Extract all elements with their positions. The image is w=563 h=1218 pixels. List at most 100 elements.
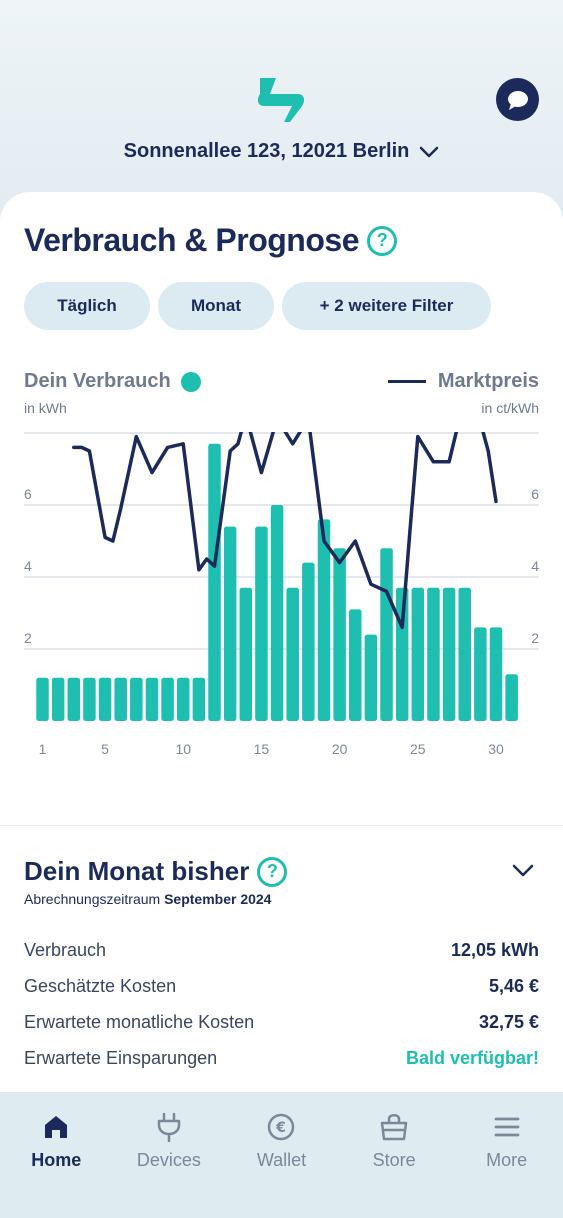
consumption-title: Verbrauch & Prognose: [24, 222, 359, 258]
summary-value: 12,05 kWh: [450, 939, 539, 960]
nav-item-store[interactable]: Store: [338, 1092, 451, 1218]
billing-period-value: September 2024: [164, 891, 272, 907]
consumption-chart: 22446688151015202530: [24, 432, 539, 757]
summary-label: Verbrauch: [24, 939, 107, 960]
nav-item-more[interactable]: More: [450, 1092, 563, 1218]
consumption-title-row: Verbrauch & Prognose ?: [24, 222, 397, 259]
bar-day-7: [130, 677, 143, 721]
billing-period-label: Abrechnungszeitraum: [24, 891, 161, 907]
x-tick-label: 15: [254, 741, 270, 757]
legend-dot-icon: [180, 371, 201, 392]
bar-day-9: [161, 677, 174, 721]
bar-day-27: [442, 587, 456, 721]
month-title-row: Dein Monat bisher ?: [24, 856, 288, 887]
summary-row-estimated-cost: Geschätzte Kosten 5,46 €: [24, 968, 539, 1004]
chevron-down-icon: [420, 146, 439, 157]
nav-label: Home: [31, 1150, 82, 1170]
x-tick-label: 5: [101, 741, 109, 757]
bar-day-10: [176, 677, 190, 721]
help-icon[interactable]: ?: [366, 225, 397, 256]
month-help-icon[interactable]: ?: [257, 856, 288, 887]
y-tick-label-left: 2: [24, 630, 32, 646]
bar-day-15: [255, 526, 268, 721]
x-tick-label: 10: [175, 741, 191, 757]
plug-icon: [154, 1112, 184, 1142]
bar-day-12: [208, 443, 221, 721]
summary-row-expected-monthly-cost: Erwartete monatliche Kosten 32,75 €: [24, 1004, 539, 1040]
nav-label: Devices: [136, 1150, 201, 1170]
address-label: Sonnenallee 123, 12021 Berlin: [123, 140, 410, 162]
x-tick-label: 20: [332, 741, 348, 757]
bar-day-5: [98, 677, 112, 721]
bar-day-13: [223, 526, 237, 721]
bar-day-29: [474, 627, 487, 721]
bar-day-26: [427, 587, 440, 721]
bar-day-11: [192, 677, 206, 721]
bar-day-17: [286, 587, 299, 721]
month-summary: Verbrauch 12,05 kWh Geschätzte Kosten 5,…: [24, 932, 539, 1076]
collapse-chevron-icon[interactable]: [512, 864, 534, 878]
legend-consumption: Dein Verbrauch: [24, 370, 201, 393]
legend-market-price: Marktpreis: [387, 370, 539, 393]
filter-month-button[interactable]: Monat: [158, 282, 274, 330]
bar-day-19: [317, 519, 331, 721]
x-tick-label: 25: [410, 741, 426, 757]
bar-day-28: [458, 587, 471, 721]
summary-value: 32,75 €: [478, 1011, 539, 1032]
summary-label: Erwartete Einsparungen: [24, 1047, 218, 1068]
nav-label: Wallet: [256, 1150, 307, 1170]
filter-daily-button[interactable]: Täglich: [24, 282, 150, 330]
nav-item-home[interactable]: Home: [0, 1092, 113, 1218]
y-tick-label-right: 2: [531, 630, 539, 646]
summary-row-expected-savings: Erwartete Einsparungen Bald verfügbar!: [24, 1040, 539, 1076]
bar-day-8: [145, 677, 159, 721]
chat-button[interactable]: [496, 78, 539, 121]
y-tick-label-right: 4: [531, 558, 539, 574]
bar-day-18: [302, 562, 315, 721]
section-divider: [0, 825, 563, 826]
nav-label: Store: [372, 1150, 416, 1170]
nav-item-devices[interactable]: Devices: [113, 1092, 226, 1218]
summary-value: 5,46 €: [488, 975, 539, 996]
bar-day-31: [505, 674, 518, 721]
bar-day-6: [114, 677, 127, 721]
bar-day-25: [411, 587, 425, 721]
bar-day-3: [67, 677, 81, 721]
summary-label: Geschätzte Kosten: [24, 975, 177, 996]
bottom-navigation: Home Devices € Wallet Store: [0, 1092, 563, 1218]
y-tick-label-right: 6: [531, 486, 539, 502]
summary-label: Erwartete monatliche Kosten: [24, 1011, 255, 1032]
nav-item-wallet[interactable]: € Wallet: [225, 1092, 338, 1218]
nav-label: More: [486, 1150, 528, 1170]
menu-icon: [492, 1112, 522, 1142]
bar-day-14: [239, 587, 253, 721]
y-tick-label-left: 6: [24, 486, 32, 502]
summary-value: Bald verfügbar!: [405, 1047, 539, 1068]
home-icon: [41, 1112, 71, 1142]
consumption-card: Verbrauch & Prognose ? Täglich Monat + 2…: [0, 192, 563, 1092]
bar-day-2: [51, 677, 65, 721]
svg-text:€: €: [276, 1120, 287, 1136]
filter-bar: Täglich Monat + 2 weitere Filter: [24, 282, 491, 330]
legend-line-icon: [387, 380, 426, 383]
bar-day-16: [270, 505, 284, 721]
brand-logo-icon: [257, 78, 305, 122]
bar-day-20: [333, 548, 346, 721]
legend-consumption-label: Dein Verbrauch: [24, 370, 171, 392]
address-selector[interactable]: Sonnenallee 123, 12021 Berlin: [0, 140, 563, 163]
bar-day-22: [364, 634, 378, 721]
chat-bubble-icon: [507, 90, 528, 110]
bar-day-23: [380, 548, 393, 721]
y-tick-label-left: 4: [24, 558, 32, 574]
shopping-bag-icon: [379, 1112, 409, 1142]
unit-right-label: in ct/kWh: [481, 400, 539, 416]
month-title: Dein Monat bisher: [24, 856, 250, 886]
legend-market-price-label: Marktpreis: [437, 370, 539, 392]
x-tick-label: 1: [39, 741, 47, 757]
bar-day-21: [349, 609, 362, 721]
bar-day-30: [489, 627, 503, 721]
euro-coin-icon: €: [266, 1112, 296, 1142]
x-tick-label: 30: [488, 741, 504, 757]
more-filters-button[interactable]: + 2 weitere Filter: [282, 282, 491, 330]
billing-period: Abrechnungszeitraum September 2024: [24, 891, 271, 907]
